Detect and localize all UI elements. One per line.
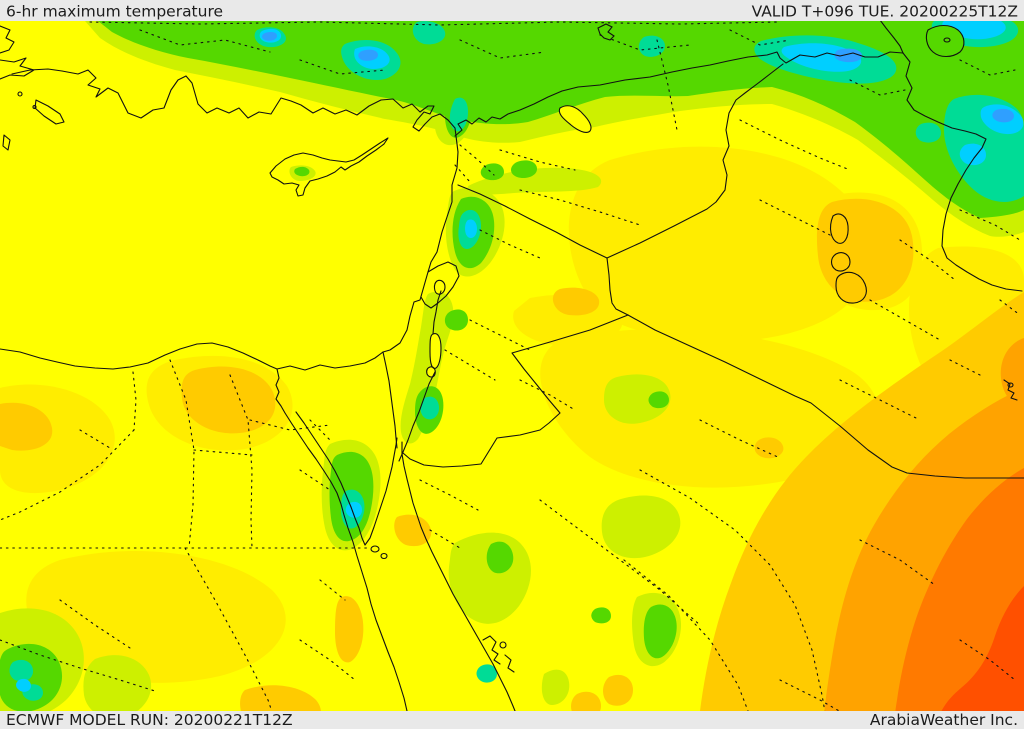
kuwait-coast [1003, 379, 1018, 401]
red-sea-islands [370, 545, 515, 673]
syria-jordan-border [457, 184, 608, 259]
lake-galilee [433, 279, 446, 295]
temp-layer-cyan [16, 21, 1024, 692]
tigris-river [880, 21, 904, 54]
iran-iraq-border [902, 52, 1023, 292]
dead-sea [426, 333, 442, 378]
lakes [426, 23, 965, 378]
lebanon-border [420, 261, 460, 309]
aegean-islands [2, 91, 65, 151]
turkey-syria-border [454, 51, 904, 137]
header-bar [0, 0, 1024, 21]
lake-razzaza [835, 271, 867, 304]
valid-time-label: VALID T+096 TUE. 20200225T12Z [752, 3, 1018, 21]
lake-assad [558, 105, 592, 133]
syria-iraq-border [606, 63, 784, 316]
lake-habbaniyah [830, 252, 851, 272]
brand-label: ArabiaWeather Inc. [870, 711, 1018, 729]
sinai-coast [295, 411, 398, 546]
map-title: 6-hr maximum temperature [6, 3, 223, 21]
model-run-label: ECMWF MODEL RUN: 20200221T12Z [6, 711, 293, 729]
temp-layer-red-orange [941, 586, 1024, 711]
jordan-saudi-border [402, 314, 629, 468]
israel-egypt-border [382, 351, 398, 449]
suez-canal-red-sea-west [275, 368, 408, 711]
coastlines-and-borders [0, 21, 1024, 711]
lake-van-island [943, 37, 951, 43]
lake-tharthar [829, 213, 849, 244]
map-area [0, 21, 1024, 711]
turkey-levant-egypt-coast [0, 69, 459, 371]
red-sea-east-coast [401, 441, 516, 711]
jordan-river-arava-line [398, 290, 442, 462]
admin-boundaries-dotted [0, 21, 1021, 711]
aegean-coast [0, 25, 63, 80]
footer-bar [0, 711, 1024, 729]
temp-layer-blue [262, 32, 1014, 123]
cyprus-coast [269, 137, 389, 197]
lake-keban [597, 23, 615, 41]
iraq-saudi-border [627, 314, 1024, 479]
